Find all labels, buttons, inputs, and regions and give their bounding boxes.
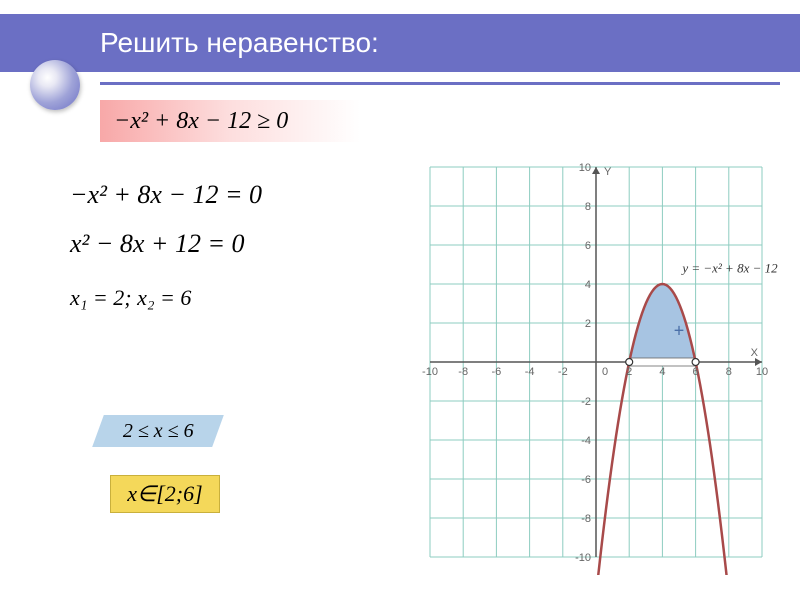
- svg-text:-6: -6: [492, 366, 502, 378]
- equation-line-1: −x² + 8x − 12 = 0: [70, 170, 262, 219]
- interval-text: 2 ≤ x ≤ 6: [123, 420, 194, 443]
- svg-text:-2: -2: [558, 366, 568, 378]
- root-point-1: [626, 359, 633, 366]
- slide-title: Решить неравенство:: [100, 27, 379, 59]
- svg-text:4: 4: [585, 279, 591, 291]
- svg-text:8: 8: [726, 366, 732, 378]
- slide-header: Решить неравенство:: [0, 14, 800, 72]
- answer-box: x∈[2;6]: [110, 475, 220, 513]
- function-label: y = −x² + 8x − 12: [680, 260, 778, 275]
- inequality-text: −x² + 8x − 12 ≥ 0: [114, 108, 288, 135]
- svg-text:-10: -10: [422, 366, 438, 378]
- inequality-highlight: −x² + 8x − 12 ≥ 0: [100, 100, 360, 142]
- y-axis-label: Y: [604, 166, 612, 178]
- svg-text:-10: -10: [575, 552, 591, 564]
- solution-steps: −x² + 8x − 12 = 0 x² − 8x + 12 = 0 x₁ = …: [70, 170, 262, 319]
- root-point-2: [692, 359, 699, 366]
- axes: [430, 167, 762, 557]
- x-axis-interval-highlight: [629, 358, 695, 366]
- svg-text:2: 2: [626, 366, 632, 378]
- svg-text:-4: -4: [581, 435, 591, 447]
- svg-text:-2: -2: [581, 396, 591, 408]
- plus-sign-label: +: [674, 321, 685, 341]
- svg-text:-8: -8: [458, 366, 468, 378]
- svg-text:-4: -4: [525, 366, 535, 378]
- equation-line-2: x² − 8x + 12 = 0: [70, 219, 262, 268]
- svg-text:2: 2: [585, 318, 591, 330]
- tick-labels: -10 -8 -6 -4 -2 0 2 4 6 8 10 -10 -8 -6 -4 -2 2 4 6 8 10: [422, 162, 768, 564]
- svg-text:10: 10: [756, 366, 768, 378]
- svg-text:-8: -8: [581, 513, 591, 525]
- roots-line: x₁ = 2; x₂ = 6: [70, 277, 262, 319]
- parabola-chart: -10-8-6-4-20246810-10-8-6-4-2246810 Y X …: [400, 155, 780, 575]
- header-underline: [100, 82, 780, 85]
- svg-text:6: 6: [693, 366, 699, 378]
- chart-svg: -10-8-6-4-20246810-10-8-6-4-2246810 Y X …: [400, 155, 780, 575]
- svg-text:6: 6: [585, 240, 591, 252]
- svg-text:4: 4: [659, 366, 665, 378]
- interval-result: 2 ≤ x ≤ 6: [92, 415, 224, 447]
- svg-text:8: 8: [585, 201, 591, 213]
- x-axis-label: X: [751, 347, 759, 359]
- answer-text: x∈[2;6]: [127, 481, 202, 507]
- svg-text:0: 0: [602, 366, 608, 378]
- bullet-sphere-icon: [30, 60, 80, 110]
- svg-text:10: 10: [579, 162, 591, 174]
- svg-text:-6: -6: [581, 474, 591, 486]
